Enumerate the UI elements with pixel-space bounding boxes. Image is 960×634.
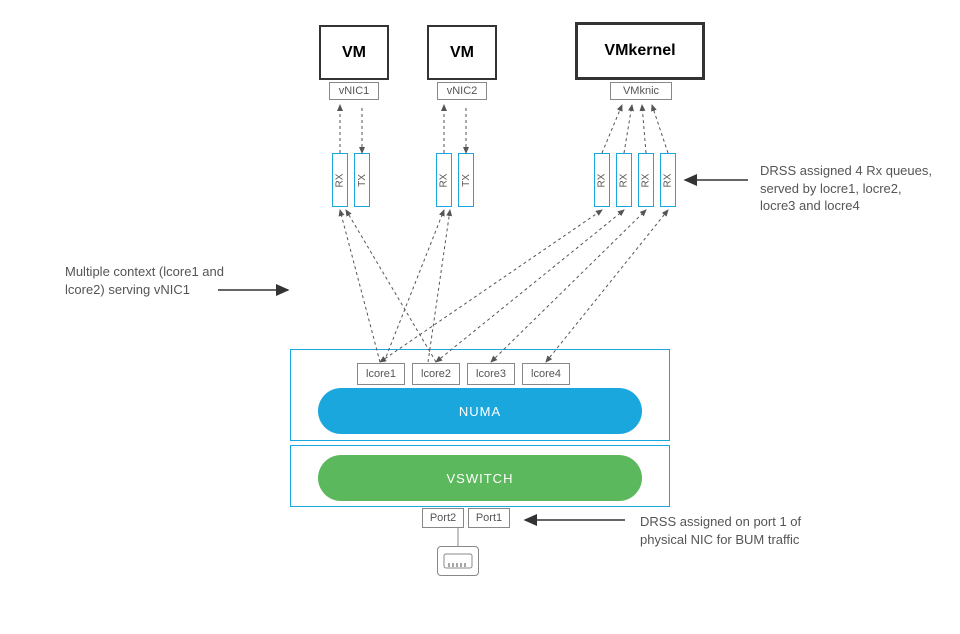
annotation-right-top: DRSS assigned 4 Rx queues, served by loc… bbox=[760, 162, 940, 215]
vm2-box: VM bbox=[427, 25, 497, 80]
vmkernel-label: VMkernel bbox=[604, 42, 675, 60]
vm1-label: VM bbox=[342, 44, 366, 62]
annotation-right-bottom: DRSS assigned on port 1 of physical NIC … bbox=[640, 513, 820, 548]
vswitch-pill: VSWITCH bbox=[318, 455, 642, 501]
lcore4: lcore4 bbox=[522, 363, 570, 385]
port1: Port1 bbox=[468, 508, 510, 528]
vmknic-box: VMknic bbox=[610, 82, 672, 100]
lcore3: lcore3 bbox=[467, 363, 515, 385]
vm1-box: VM bbox=[319, 25, 389, 80]
vm2-vnic: vNIC2 bbox=[437, 82, 487, 100]
vm2-label: VM bbox=[450, 44, 474, 62]
vm2-rx-queue: RX bbox=[436, 153, 452, 207]
vmk-rx-queue-2: RX bbox=[616, 153, 632, 207]
vm2-tx-queue: TX bbox=[458, 153, 474, 207]
physical-nic-icon bbox=[437, 546, 479, 576]
numa-pill: NUMA bbox=[318, 388, 642, 434]
vm1-tx-queue: TX bbox=[354, 153, 370, 207]
vmk-rx-queue-1: RX bbox=[594, 153, 610, 207]
vm1-vnic: vNIC1 bbox=[329, 82, 379, 100]
vm1-rx-queue: RX bbox=[332, 153, 348, 207]
lcore2: lcore2 bbox=[412, 363, 460, 385]
vmkernel-box: VMkernel bbox=[575, 22, 705, 80]
vmk-rx-queue-4: RX bbox=[660, 153, 676, 207]
lcore1: lcore1 bbox=[357, 363, 405, 385]
vmk-rx-queue-3: RX bbox=[638, 153, 654, 207]
port2: Port2 bbox=[422, 508, 464, 528]
annotation-left: Multiple context (lcore1 and lcore2) ser… bbox=[65, 263, 225, 298]
